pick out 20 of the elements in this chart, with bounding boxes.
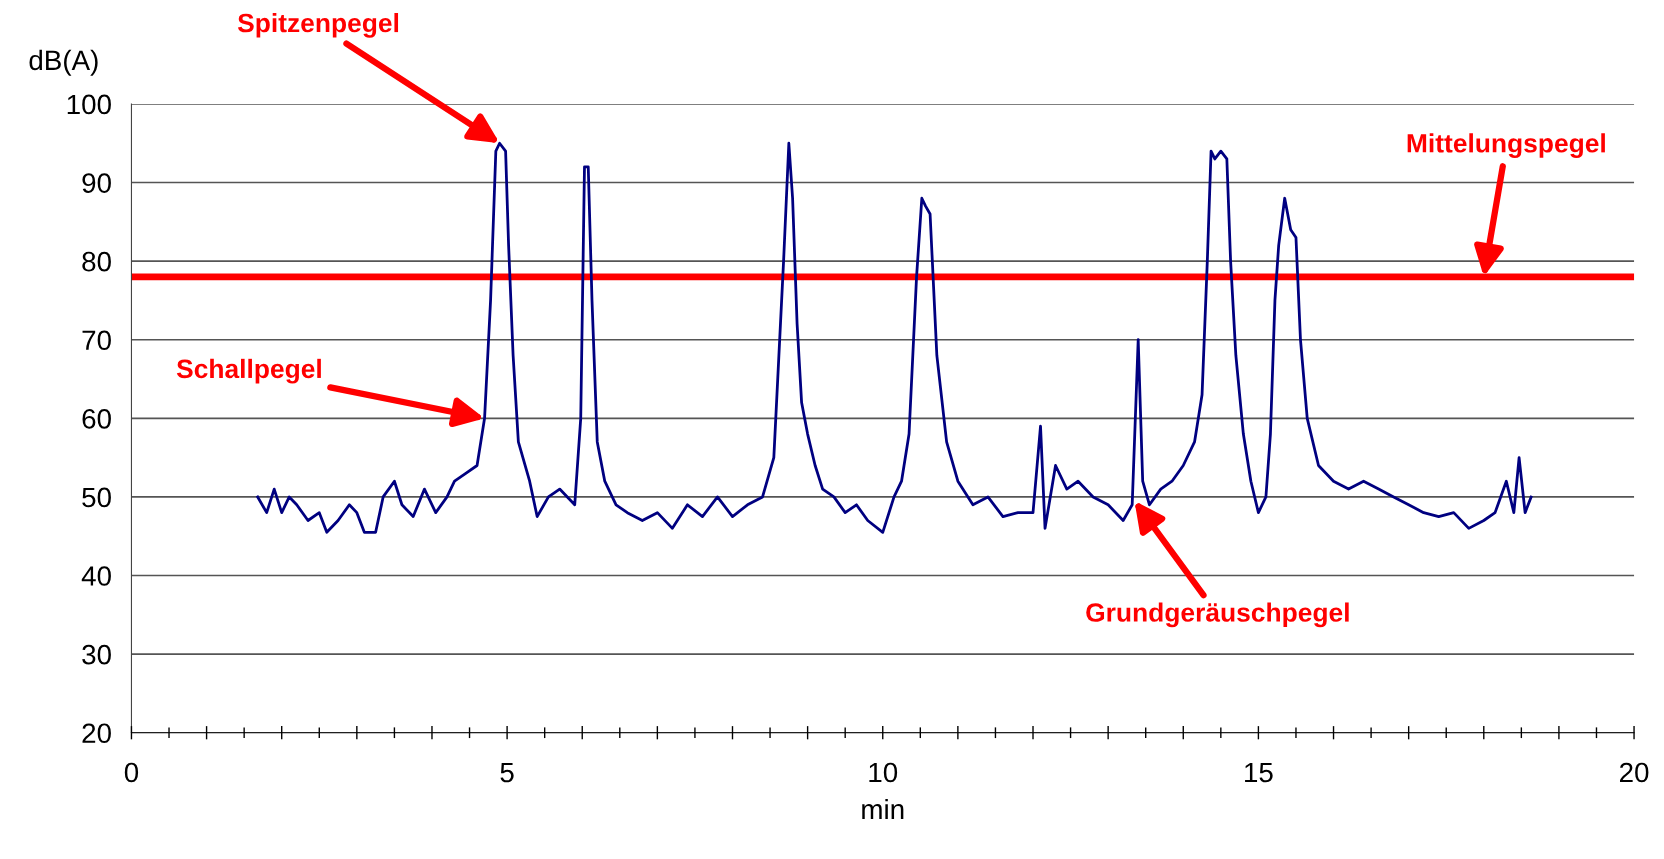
x-tick-label: 20 bbox=[1620, 762, 1649, 783]
x-tick-label: 0 bbox=[124, 762, 139, 783]
y-axis-title: dB(A) bbox=[29, 49, 98, 76]
y-tick-label: 20 bbox=[82, 723, 111, 744]
y-tick-label: 100 bbox=[67, 94, 111, 115]
y-tick-label: 50 bbox=[82, 487, 111, 508]
x-tick-label: 5 bbox=[500, 762, 514, 783]
ref-line-label: Mittelungspegel bbox=[1407, 133, 1605, 158]
y-tick-label: 70 bbox=[82, 330, 111, 351]
y-tick-label: 30 bbox=[82, 644, 111, 665]
x-tick-label: 15 bbox=[1245, 762, 1273, 783]
x-axis-title: min bbox=[862, 798, 904, 820]
y-tick-label: 90 bbox=[82, 173, 111, 193]
y-tick-label: 40 bbox=[81, 566, 111, 586]
annotation: Spitzenpegel bbox=[237, 12, 399, 38]
annotation: Schallpegel bbox=[176, 358, 321, 384]
x-tick-label: 10 bbox=[869, 762, 898, 783]
y-tick-label: 80 bbox=[82, 251, 111, 272]
annotation: Grundgeräuschpegel bbox=[1086, 602, 1349, 628]
y-tick-label: 60 bbox=[82, 409, 111, 429]
